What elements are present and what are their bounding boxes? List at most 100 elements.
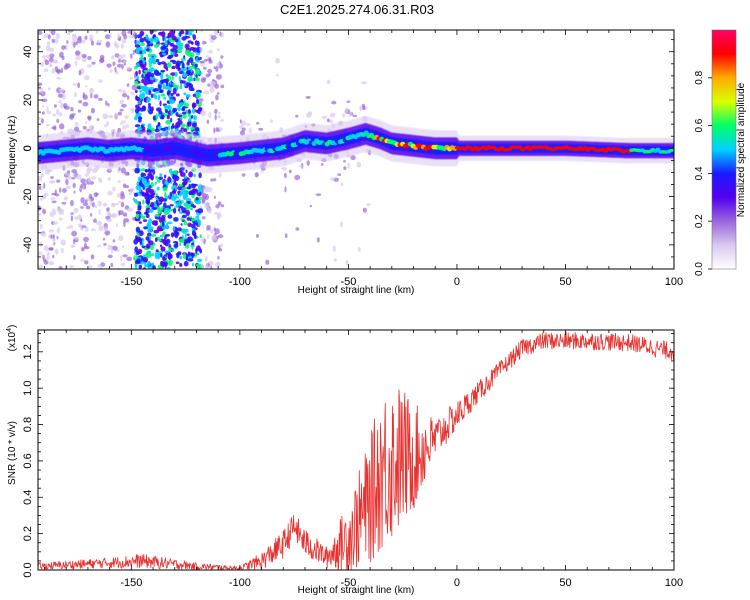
spectrogram-noise-cell [343, 160, 346, 163]
spectrogram-noise-cell [188, 57, 194, 63]
spectrogram-panel: -150 -100 -50 0 50 100 -40 -20 0 0 20 40 Height of… [7, 29, 683, 296]
y-tick-label: -40 [22, 237, 34, 253]
spectrogram-noise-cell [43, 260, 49, 265]
spectrogram-noise-cell [182, 178, 187, 182]
spectrogram-noise-cell [146, 97, 151, 103]
spectrogram-noise-cell [152, 207, 158, 210]
spectrogram-noise-cell [205, 73, 210, 78]
spectrogram-noise-cell [66, 32, 71, 36]
spectrogram-noise-cell [141, 74, 144, 79]
spectrogram-noise-cell [148, 103, 151, 106]
spectrogram-noise-cell [56, 179, 61, 183]
spectrogram-noise-cell [93, 218, 97, 223]
spectrogram-noise-cell [177, 106, 181, 112]
spectrogram-noise-cell [155, 113, 158, 120]
spectrogram-noise-cell [144, 86, 150, 91]
spectrogram-noise-cell [137, 101, 141, 104]
x-tick-label: -100 [229, 577, 251, 589]
spectrogram-noise-cell [74, 122, 79, 126]
spectrogram-noise-cell [105, 100, 108, 106]
spectrogram-noise-cell [168, 168, 173, 174]
spectrogram-noise-cell [147, 194, 153, 200]
spectrogram-noise-cell [185, 169, 188, 174]
spectrogram-noise-cell [181, 186, 188, 190]
spectrogram-noise-cell [90, 176, 97, 180]
spectrogram-noise-cell [211, 235, 218, 241]
spectrogram-noise-cell [65, 44, 68, 51]
spectrogram-noise-cell [192, 34, 196, 41]
spectrogram-noise-cell [197, 208, 204, 214]
snr-x-axis: -150 -100 -50 0 50 100 [44, 330, 683, 589]
spectrogram-noise-cell [38, 265, 44, 269]
colorbar-ticks: 0.0 0.2 0.4 0.6 0.8 [694, 70, 712, 276]
spectrogram-noise-cell [60, 239, 66, 246]
spectrogram-noise-cell [190, 115, 194, 119]
spectrogram-noise-cell [134, 251, 137, 258]
x-tick-label: 50 [559, 577, 571, 589]
spectrogram-noise-cell [137, 126, 141, 132]
spectrogram-noise-cell [165, 225, 169, 230]
spectrogram-noise-cell [198, 196, 202, 202]
spectrogram-noise-cell [307, 111, 313, 116]
spectrogram-noise-cell [172, 123, 175, 129]
spectrogram-noise-cell [203, 186, 210, 193]
spectrogram-noise-cell [207, 207, 213, 214]
spectrogram-noise-cell [55, 69, 61, 73]
spectrogram-noise-cell [44, 59, 50, 66]
spectrogram-noise-cell [141, 49, 147, 55]
spectrogram-noise-cell [190, 253, 195, 257]
snr-scale-exponent: 4 [6, 328, 13, 332]
spectrogram-noise-cell [361, 81, 367, 85]
spectrogram-noise-cell [48, 47, 55, 52]
spectrogram-noise-cell [148, 265, 154, 269]
spectrogram-noise-cell [186, 121, 192, 127]
spectrogram-noise-cell [146, 222, 152, 229]
spectrogram-noise-cell [135, 47, 140, 53]
spectrogram-noise-cell [194, 91, 201, 96]
spectrogram-noise-cell [213, 195, 216, 199]
spectrogram-noise-cell [144, 262, 147, 268]
spectrogram-noise-cell [256, 122, 260, 125]
spectrogram-noise-cell [154, 237, 158, 242]
spectrogram-noise-cell [185, 94, 191, 98]
spectrogram-noise-cell [47, 34, 51, 40]
spectrogram-noise-cell [73, 255, 76, 260]
spectrogram-noise-cell [309, 204, 313, 208]
spectrogram-noise-cell [209, 87, 215, 93]
spectrogram-noise-cell [117, 180, 121, 184]
spectrogram-noise-cell [90, 228, 96, 232]
spectrogram-noise-cell [70, 215, 74, 222]
spectrogram-noise-cell [83, 236, 89, 243]
spectrogram-noise-cell [132, 49, 135, 55]
spectrogram-noise-cell [139, 46, 143, 52]
spectrogram-noise-cell [206, 234, 210, 239]
spectrogram-noise-cell [142, 59, 145, 65]
snr-y-axis: 0.0 0.2 0.4 0.6 0.8 1.0 1.2 [22, 333, 674, 578]
spectrogram-noise-cell [60, 102, 64, 109]
spectrogram-noise-cell [178, 208, 181, 212]
spectrogram-noise-cell [46, 106, 49, 113]
spectrogram-noise-cell [46, 123, 50, 127]
spectrogram-noise-cell [342, 113, 346, 118]
spectrogram-noise-cell [74, 126, 80, 132]
spectrogram-noise-cell [201, 40, 207, 45]
spectrogram-noise-cell [204, 203, 209, 209]
spectrogram-noise-cell [55, 33, 60, 40]
spectrogram-noise-cell [161, 220, 165, 227]
spectrogram-noise-cell [157, 208, 162, 214]
spectrogram-noise-cell [209, 80, 216, 87]
spectrogram-noise-cell [120, 262, 126, 267]
spectrogram-noise-cell [173, 207, 177, 214]
spectrogram-noise-cell [56, 76, 62, 80]
spectrogram-noise-cell [326, 79, 331, 85]
spectrogram-noise-cell [109, 32, 112, 38]
spectrogram-noise-cell [214, 83, 220, 89]
spectrogram-noise-cell [173, 243, 179, 248]
spectrogram-noise-cell [150, 262, 154, 267]
spectrogram-noise-cell [178, 75, 181, 82]
spectrogram-noise-cell [184, 231, 187, 238]
spectrogram-noise-cell [142, 67, 148, 70]
spectrogram-noise-cell [183, 92, 187, 96]
spectrogram-noise-cell [38, 82, 42, 86]
